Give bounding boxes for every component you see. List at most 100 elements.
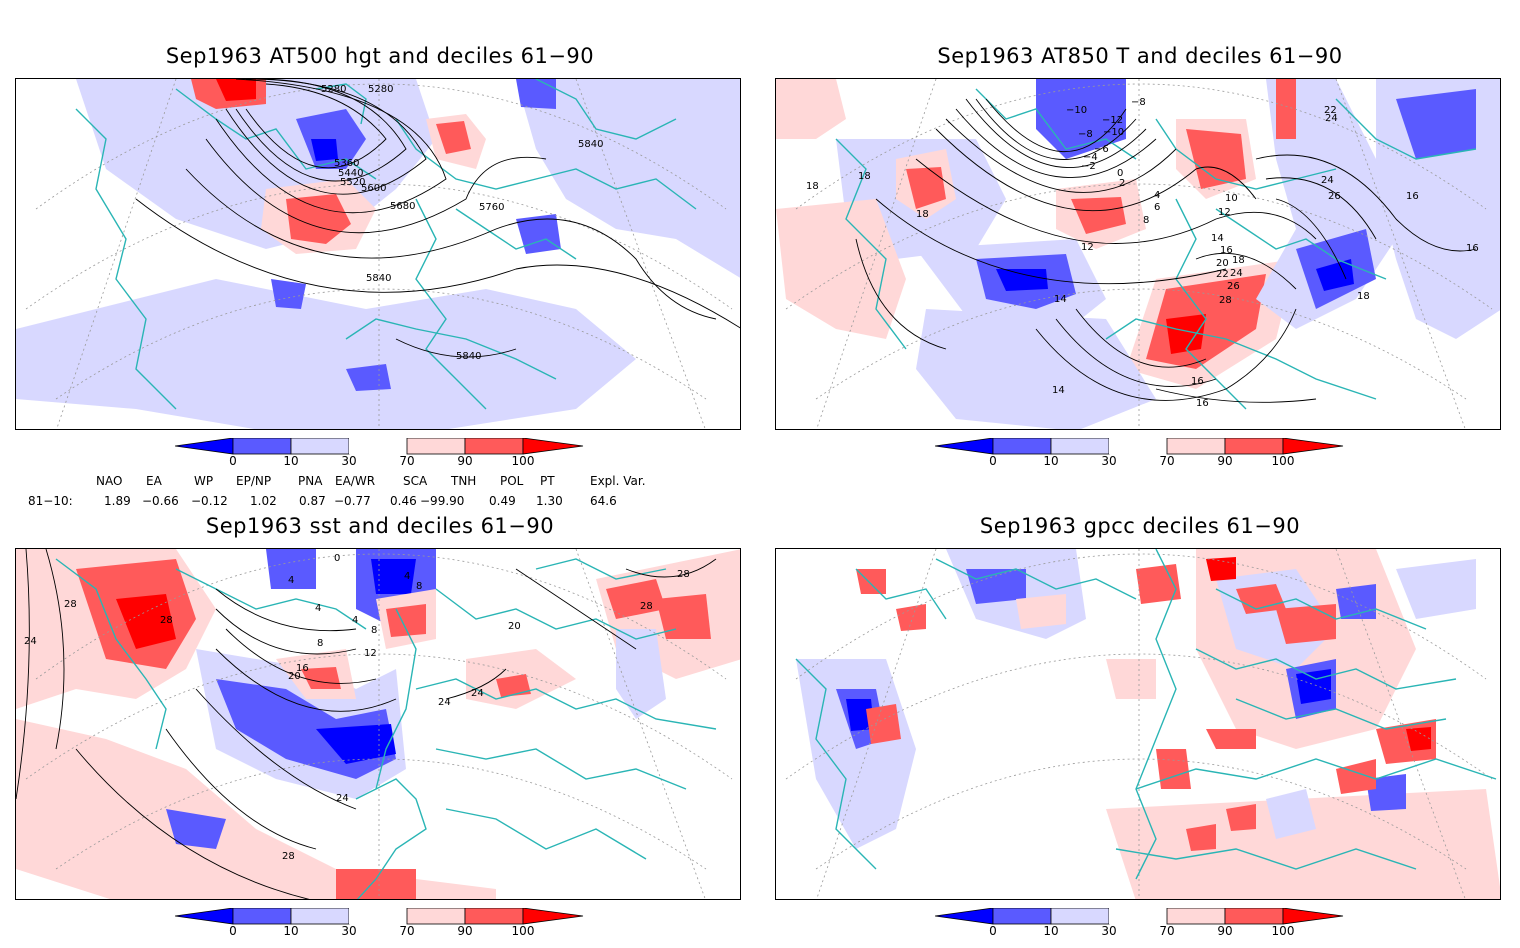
temperature-contours (855, 98, 1477, 403)
colorbar-swatches (934, 907, 1344, 925)
colorbar-tick: 30 (341, 454, 357, 468)
contour-label: 8 (1143, 215, 1149, 226)
colorbar-tick: 30 (1101, 454, 1117, 468)
contour-label: 10 (1225, 193, 1238, 204)
contour-label: 4 (404, 571, 410, 582)
panel-title-t850: Sep1963 AT850 T and deciles 61−90 (937, 44, 1343, 68)
colorbar-tick: 30 (341, 924, 357, 938)
colorbar-tick: 70 (1159, 454, 1175, 468)
index-header: EP/NP (236, 474, 272, 488)
index-header: POL (500, 474, 524, 488)
index-value: −0.12 (191, 494, 228, 508)
contour-label: 28 (677, 569, 690, 580)
index-header: Expl. Var. (590, 474, 646, 488)
colorbar-tick: 0 (989, 924, 997, 938)
graticule (25, 549, 733, 899)
contour-label: 24 (1325, 113, 1338, 124)
colorbar-swatches (174, 437, 584, 455)
contour-label: 4 (352, 615, 358, 626)
coastlines (835, 88, 1477, 410)
colorbar-tick: 10 (283, 454, 299, 468)
contour-label: 28 (64, 599, 77, 610)
contour-label: 4 (288, 575, 294, 586)
graticule (785, 549, 1493, 899)
index-value: 1.89 (104, 494, 131, 508)
contour-label: 24 (471, 688, 484, 699)
contour-label: 5840 (456, 351, 481, 362)
colorbar-swatches (934, 437, 1344, 455)
colorbar-tick: 0 (229, 454, 237, 468)
contour-label: 5840 (578, 139, 603, 150)
contour-label: 6 (1154, 202, 1160, 213)
colorbar-bottom-left: 0 10 30 70 90 100 (174, 907, 595, 948)
colorbar-tick: 90 (457, 924, 473, 938)
colorbar-tick: 100 (511, 924, 535, 938)
contour-label: 28 (282, 851, 295, 862)
contour-label: 0 (334, 553, 340, 564)
contour-label: 12 (1218, 207, 1231, 218)
map-gpcc (775, 548, 1501, 900)
panel-title-gpcc: Sep1963 gpcc deciles 61−90 (979, 514, 1301, 538)
graticule (785, 79, 1493, 429)
contour-label: 16 (1466, 243, 1479, 254)
colorbar-tick: 10 (1043, 454, 1059, 468)
contour-label: 24 (438, 697, 451, 708)
index-value: 1.02 (250, 494, 277, 508)
contour-label: 0 (1117, 168, 1123, 179)
contour-label: 14 (1052, 385, 1065, 396)
contour-label: 16 (1220, 245, 1233, 256)
contour-label: 16 (1196, 398, 1209, 409)
contour-label: 18 (1232, 255, 1245, 266)
contour-label: −8 (1078, 129, 1093, 140)
contour-labels: 28 24 28 4 4 4 8 8 12 16 20 20 24 24 24 … (24, 553, 690, 804)
contour-label: 22 (1216, 269, 1229, 280)
contour-label: −10 (1103, 127, 1124, 138)
contour-label: 26 (1227, 281, 1240, 292)
contour-label: 4 (315, 603, 321, 614)
index-header: EA/WR (335, 474, 376, 488)
contour-label: 16 (1191, 376, 1204, 387)
contour-labels: 18 −10 −8 −12 −10 −8 −6 −4 −2 0 2 4 6 8 … (806, 97, 1479, 409)
contour-label: 28 (1219, 295, 1232, 306)
contour-label: 18 (916, 209, 929, 220)
contour-label: 22 (1324, 105, 1337, 116)
decile-shading (776, 79, 1500, 429)
contour-label: −8 (1131, 97, 1146, 108)
colorbar-tick: 0 (229, 924, 237, 938)
contour-label: 5760 (479, 202, 504, 213)
index-value: 1.30 (536, 494, 563, 508)
contour-label: 18 (806, 181, 819, 192)
contour-label: 5680 (390, 201, 415, 212)
contour-label: 5440 (338, 168, 363, 179)
index-value: 0.49 (489, 494, 516, 508)
coastlines (55, 558, 717, 899)
contour-label: 26 (1328, 191, 1341, 202)
height-contours (135, 79, 740, 358)
panel-title-hgt500: Sep1963 AT500 hgt and deciles 61−90 (165, 44, 595, 68)
contour-label: 20 (508, 621, 521, 632)
index-value: −0.66 (142, 494, 179, 508)
contour-label: 5840 (366, 273, 391, 284)
colorbar-tick: 70 (1159, 924, 1175, 938)
contour-label: 16 (296, 663, 309, 674)
contour-label: 24 (336, 793, 349, 804)
colorbar-tick: 90 (1217, 454, 1233, 468)
contour-label: 5360 (334, 158, 359, 169)
colorbar-tick: 100 (1271, 454, 1295, 468)
contour-label: 5280 (368, 84, 393, 95)
contour-label: 8 (371, 625, 377, 636)
contour-label: 24 (1321, 175, 1334, 186)
contour-label: 5280 (321, 84, 346, 95)
contour-label: 16 (1406, 191, 1419, 202)
index-header: WP (194, 474, 214, 488)
colorbar-tick: 70 (399, 924, 415, 938)
contour-label: 18 (858, 171, 871, 182)
colorbar-tick: 90 (457, 454, 473, 468)
index-header: PNA (298, 474, 323, 488)
contour-label: −6 (1094, 144, 1109, 155)
graticule (25, 79, 733, 429)
colorbar-tick: 100 (1271, 924, 1295, 938)
contour-label: 5600 (361, 183, 386, 194)
coastlines (795, 549, 1497, 880)
index-value: −0.77 (334, 494, 371, 508)
